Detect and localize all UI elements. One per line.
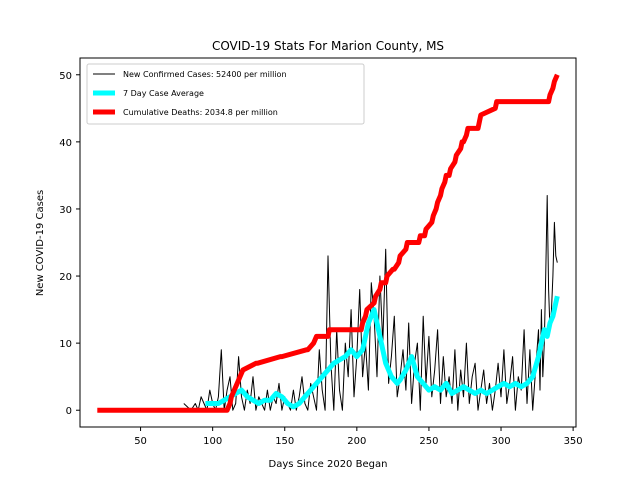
y-tick-label: 0 [66, 406, 72, 417]
x-tick-label: 200 [347, 436, 366, 447]
x-tick-label: 350 [564, 436, 583, 447]
y-tick-label: 30 [59, 205, 72, 216]
x-tick-label: 100 [203, 436, 222, 447]
legend: New Confirmed Cases: 52400 per million 7 … [86, 63, 365, 125]
legend-cumulative-deaths-label: Cumulative Deaths: 2034.8 per million [123, 108, 278, 117]
legend-new-cases-label: New Confirmed Cases: 52400 per million [123, 70, 287, 79]
plot-area [97, 73, 560, 413]
y-tick-label: 40 [59, 138, 72, 149]
y-tick-label: 50 [59, 71, 72, 82]
x-tick-label: 150 [275, 436, 294, 447]
y-tick-label: 20 [59, 272, 72, 283]
chart-title: COVID-19 Stats For Marion County, MS [212, 39, 444, 53]
y-tick-label: 10 [59, 339, 72, 350]
x-axis-title: Days Since 2020 Began [269, 459, 388, 470]
plot-frame [79, 57, 577, 428]
legend-seven-day-average-label: 7 Day Case Average [123, 89, 204, 98]
cumulative-deaths-line [97, 73, 560, 413]
axes: 50 100 150 200 250 300 350 0 10 20 30 40 50 [59, 57, 583, 447]
x-tick-label: 50 [134, 436, 147, 447]
x-tick-label: 300 [491, 436, 510, 447]
legend-box [86, 63, 365, 125]
x-tick-label: 250 [419, 436, 438, 447]
seven-day-average-line [205, 295, 560, 410]
y-axis-title: New COVID-19 Cases [35, 190, 46, 296]
